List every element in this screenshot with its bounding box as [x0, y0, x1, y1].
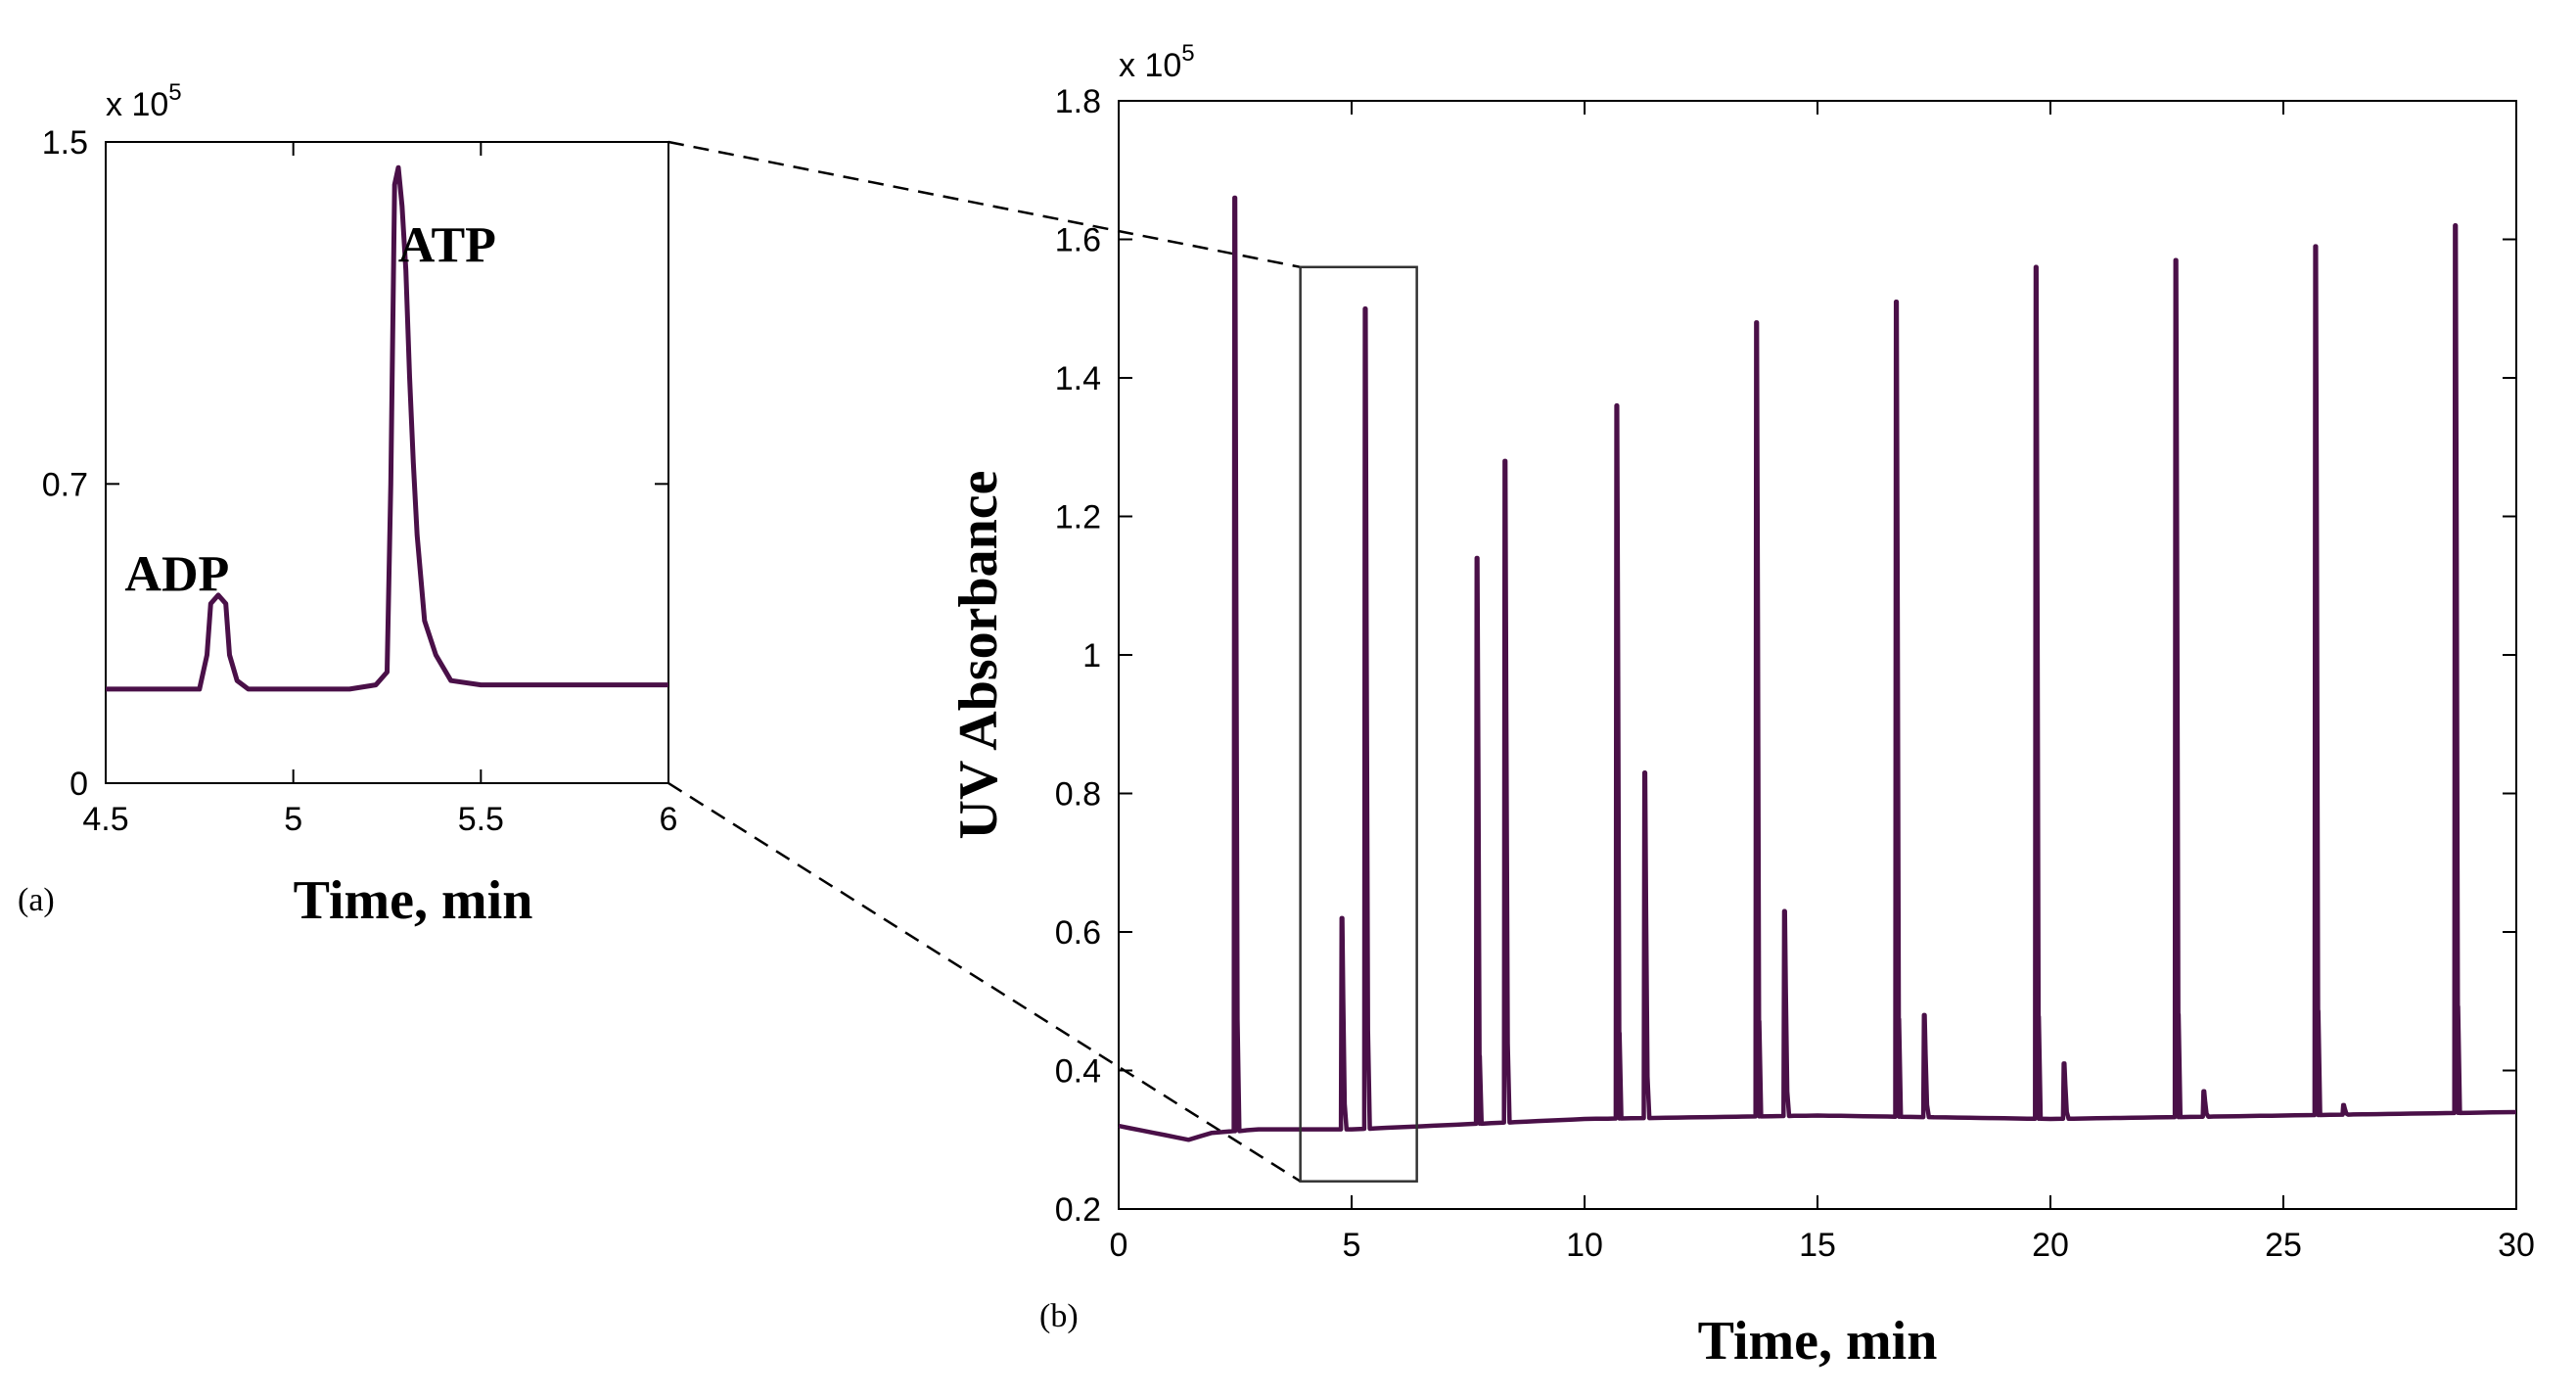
panel-a-exponent-power: 5	[168, 79, 181, 106]
panel-b-panel-label: (b)	[1039, 1298, 1079, 1334]
panel-a-x-tick-label: 4.5	[82, 801, 128, 838]
panel-b-x-tick-label: 10	[1566, 1227, 1603, 1264]
panel-b-y-axis-label: UV Absorbance	[948, 470, 1009, 839]
zoom-connector-top	[667, 140, 1301, 269]
panel-b-x-tick-label: 5	[1343, 1227, 1361, 1264]
panel-a-panel-label: (a)	[18, 882, 55, 918]
panel-b-y-tick-label: 0.8	[1055, 776, 1101, 814]
panel-b-x-tick-label: 20	[2032, 1227, 2069, 1264]
panel-b-y-tick-label: 0.4	[1055, 1053, 1101, 1091]
panel-a-plot-frame	[105, 141, 669, 784]
panel-a-annotation-adp: ADP	[124, 547, 229, 603]
panel-b-y-tick-label: 1.4	[1055, 360, 1101, 397]
panel-b-trace-line	[1118, 195, 2517, 1142]
panel-b-x-axis-label: Time, min	[1698, 1311, 1938, 1372]
panel-a-x-tick-label: 6	[660, 801, 678, 838]
panel-b-x-tick-label: 15	[1799, 1227, 1836, 1264]
panel-a-x-tick-label: 5.5	[458, 801, 504, 838]
panel-a-exponent: x 105	[106, 79, 182, 123]
panel-b-y-tick-label: 1.8	[1055, 83, 1101, 120]
panel-b-x-tick-label: 0	[1110, 1227, 1128, 1264]
panel-b-y-tick-label: 1.6	[1055, 222, 1101, 259]
panel-a-x-axis-label: Time, min	[294, 870, 533, 931]
panel-b: 0 5 10 15 20 25 30 0.2 0.4 0.6 0.8 1 1.2 1.4 1.6 1.8 x …	[948, 40, 2535, 1372]
panel-a: 4.5 5 5.5 600.71.5 x 105 ADP ATP Time, min …	[18, 79, 677, 931]
zoom-connectors	[667, 140, 1302, 1183]
zoom-region-box	[1299, 265, 1418, 1183]
panel-b-y-tick-label: 0.2	[1055, 1191, 1101, 1229]
zoom-connector-bottom	[667, 781, 1302, 1183]
panel-b-y-tick-label: 0.6	[1055, 914, 1101, 952]
panel-a-x-tick-label: 5	[284, 801, 302, 838]
panel-b-exponent-power: 5	[1181, 40, 1194, 67]
panel-a-annotation-atp: ATP	[398, 217, 496, 273]
panel-b-x-tick-label: 25	[2265, 1227, 2302, 1264]
panel-a-y-tick-label: 0.7	[42, 466, 88, 503]
panel-b-y-tick-label: 1.2	[1055, 499, 1101, 536]
panel-a-y-tick-label: 1.5	[42, 124, 88, 162]
panel-b-exponent: x 105	[1119, 40, 1195, 84]
panel-a-trace-line	[106, 164, 668, 692]
panel-b-y-tick-label: 1	[1082, 637, 1101, 675]
panel-a-y-tick-label: 0	[69, 766, 88, 803]
panel-b-x-tick-label: 30	[2498, 1227, 2535, 1264]
